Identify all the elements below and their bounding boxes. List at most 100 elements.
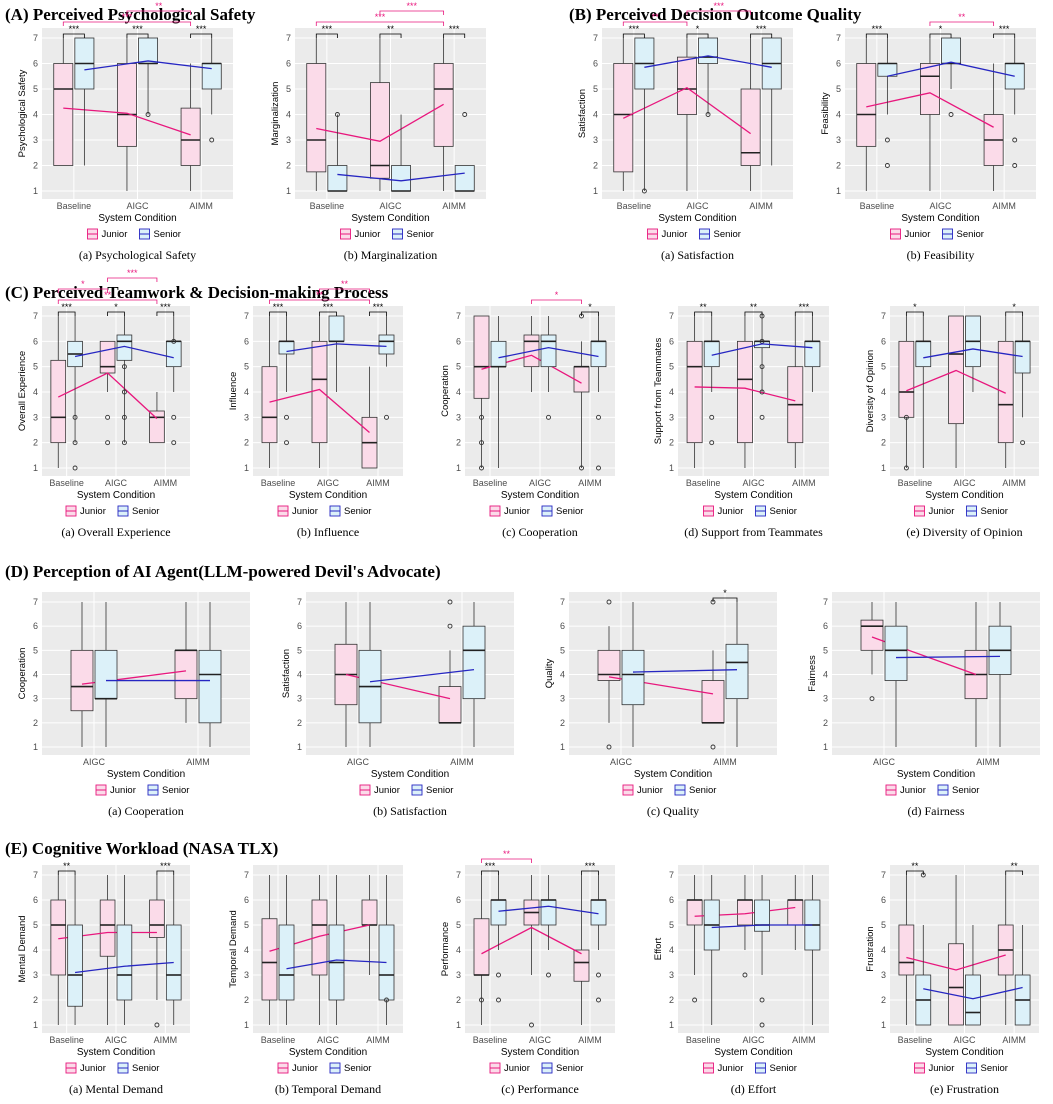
x-axis-title: System Condition bbox=[897, 769, 975, 780]
box-outlier bbox=[709, 440, 715, 446]
y-tick-label: 2 bbox=[560, 718, 565, 728]
y-tick-label: 1 bbox=[593, 186, 598, 196]
box-outlier bbox=[596, 465, 601, 471]
significance-bracket bbox=[369, 311, 387, 316]
legend-label: Junior bbox=[718, 506, 744, 517]
significance-bracket bbox=[269, 299, 370, 304]
x-tick-label: AIMM bbox=[749, 201, 773, 211]
box-outlier bbox=[641, 188, 647, 194]
x-tick-label: Baseline bbox=[49, 478, 84, 488]
legend-label: Junior bbox=[292, 1063, 318, 1074]
box-outlier bbox=[596, 972, 601, 978]
box-outlier bbox=[384, 414, 389, 420]
legend-label: Junior bbox=[905, 229, 931, 240]
x-tick-label: Baseline bbox=[686, 1035, 721, 1045]
box-outlier bbox=[105, 440, 111, 446]
x-tick-label: Baseline bbox=[617, 201, 652, 211]
mean-line bbox=[286, 959, 387, 970]
chart-panel: 1 2 3 4 5 6 7 Baseline AIGC AIMM ** ** System Condit… bbox=[865, 861, 1039, 1096]
y-axis-title: Cooperation bbox=[17, 648, 28, 700]
box-outlier bbox=[529, 1022, 534, 1028]
chart-panel: 1 2 3 4 5 6 7 Baseline AIGC AIMM * * System Conditio… bbox=[865, 302, 1039, 539]
y-tick-label: 2 bbox=[33, 438, 38, 448]
x-tick-label: AIMM bbox=[366, 1035, 390, 1045]
box-outlier bbox=[334, 112, 340, 117]
box bbox=[378, 334, 395, 355]
mean-line bbox=[74, 961, 174, 974]
legend-label: Senior bbox=[981, 1063, 1008, 1074]
y-tick-label: 4 bbox=[244, 945, 249, 955]
significance-label: *** bbox=[69, 24, 80, 34]
box bbox=[261, 366, 278, 444]
significance-bracket bbox=[905, 311, 924, 316]
y-tick-label: 4 bbox=[456, 387, 461, 397]
mean-line bbox=[498, 905, 599, 915]
section-title-b: (B) Perceived Decision Outcome Quality bbox=[569, 5, 862, 24]
x-tick-label: Baseline bbox=[860, 201, 895, 211]
x-tick-label: AIMM bbox=[792, 1035, 816, 1045]
y-tick-label: 1 bbox=[244, 463, 249, 473]
significance-label: ** bbox=[911, 861, 919, 871]
x-tick-label: Baseline bbox=[898, 1035, 933, 1045]
y-tick-label: 6 bbox=[286, 59, 291, 69]
box bbox=[948, 943, 964, 1026]
box-outlier bbox=[1020, 440, 1026, 446]
significance-bracket bbox=[1005, 870, 1024, 875]
significance-bracket bbox=[319, 288, 370, 293]
legend-label: Senior bbox=[132, 506, 159, 517]
significance-bracket bbox=[379, 33, 402, 38]
y-tick-label: 3 bbox=[593, 135, 598, 145]
y-tick-label: 1 bbox=[456, 1020, 461, 1030]
y-tick-label: 7 bbox=[836, 33, 841, 43]
legend-label: Senior bbox=[556, 506, 583, 517]
significance-bracket bbox=[581, 870, 599, 875]
box bbox=[165, 340, 182, 368]
box bbox=[149, 899, 165, 938]
y-tick-label: 7 bbox=[33, 311, 38, 321]
x-axis-title: System Condition bbox=[501, 1047, 579, 1058]
box bbox=[278, 924, 295, 1001]
legend-label: Senior bbox=[981, 506, 1008, 517]
significance-label: ** bbox=[387, 24, 395, 34]
y-tick-label: 7 bbox=[593, 33, 598, 43]
box-outlier bbox=[546, 972, 551, 978]
panel-caption: (b) Temporal Demand bbox=[275, 1082, 381, 1096]
mean-line bbox=[895, 655, 1001, 659]
legend-label: Junior bbox=[929, 1063, 955, 1074]
y-tick-label: 2 bbox=[286, 161, 291, 171]
legend-label: Senior bbox=[770, 1063, 797, 1074]
box-outlier bbox=[145, 112, 151, 117]
box-outlier bbox=[384, 997, 389, 1003]
significance-label: ** bbox=[1011, 861, 1019, 871]
y-tick-label: 7 bbox=[33, 33, 38, 43]
y-axis-title: Influence bbox=[228, 372, 239, 411]
significance-label: *** bbox=[629, 24, 640, 34]
y-tick-label: 7 bbox=[286, 33, 291, 43]
x-tick-label: AIMM bbox=[1002, 1035, 1026, 1045]
box-outlier bbox=[596, 414, 601, 420]
significance-label: ** bbox=[503, 849, 511, 859]
x-tick-label: AIGC bbox=[529, 1035, 552, 1045]
box bbox=[590, 340, 607, 368]
y-tick-label: 5 bbox=[456, 920, 461, 930]
y-tick-label: 1 bbox=[669, 1020, 674, 1030]
box-outlier bbox=[121, 440, 127, 446]
significance-bracket bbox=[315, 21, 445, 26]
y-tick-label: 7 bbox=[456, 870, 461, 880]
significance-label: *** bbox=[273, 302, 284, 312]
panel-caption: (a) Cooperation bbox=[108, 804, 184, 818]
y-tick-label: 4 bbox=[33, 670, 38, 680]
significance-label: *** bbox=[407, 1, 418, 11]
x-axis-title: System Condition bbox=[925, 1047, 1003, 1058]
significance-label: *** bbox=[323, 302, 334, 312]
box bbox=[198, 649, 222, 724]
y-tick-label: 7 bbox=[33, 870, 38, 880]
y-tick-label: 3 bbox=[33, 694, 38, 704]
significance-bracket bbox=[581, 311, 599, 316]
y-tick-label: 3 bbox=[244, 970, 249, 980]
box-outlier bbox=[154, 1022, 160, 1028]
significance-bracket bbox=[57, 311, 76, 316]
